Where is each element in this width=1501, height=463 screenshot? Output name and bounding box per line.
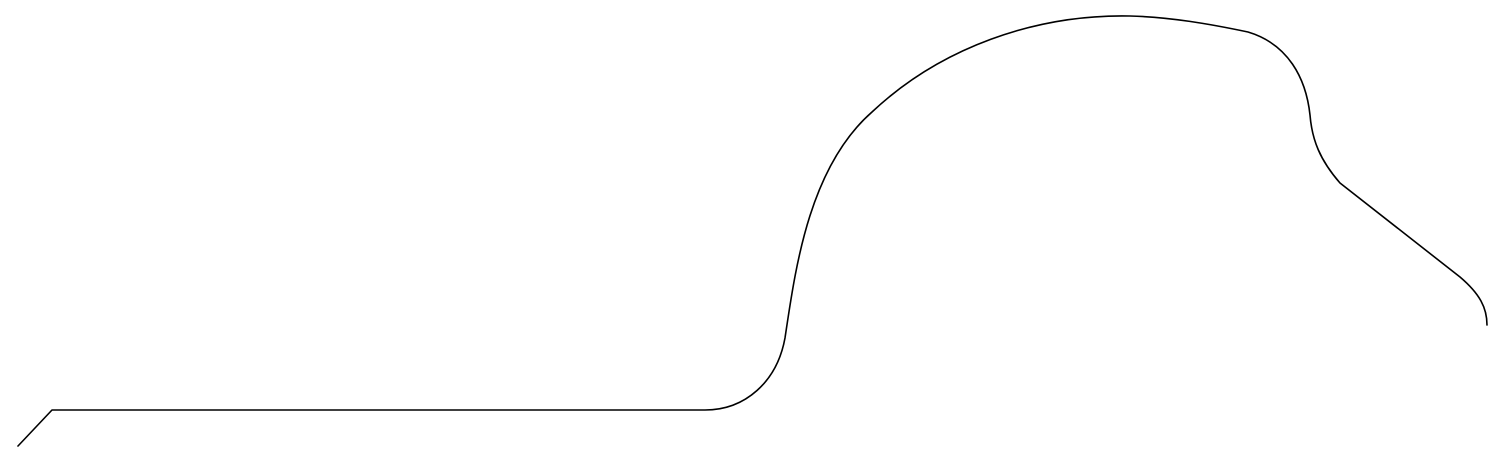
profile-outline bbox=[17, 15, 1488, 447]
